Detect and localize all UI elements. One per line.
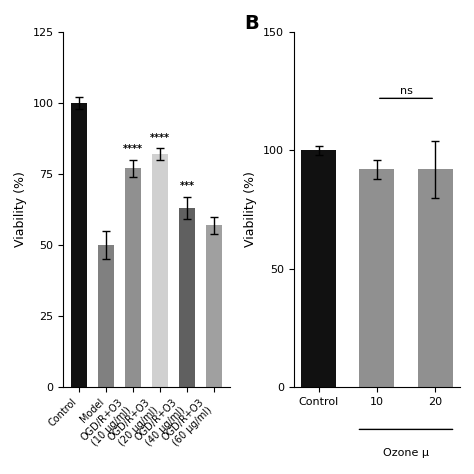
Bar: [71, 103, 87, 387]
Text: B: B: [244, 14, 258, 33]
Text: ns: ns: [400, 86, 412, 96]
Bar: [152, 154, 168, 387]
Bar: [179, 208, 195, 387]
Text: ****: ****: [123, 144, 143, 154]
Bar: [359, 169, 394, 387]
Bar: [301, 150, 336, 387]
Text: ***: ***: [180, 181, 194, 191]
Bar: [125, 168, 141, 387]
Bar: [98, 245, 114, 387]
Y-axis label: Viability (%): Viability (%): [245, 172, 257, 247]
Bar: [418, 169, 453, 387]
Y-axis label: Viability (%): Viability (%): [14, 172, 27, 247]
Bar: [206, 225, 222, 387]
Text: Ozone μ: Ozone μ: [383, 448, 429, 458]
Text: ****: ****: [150, 133, 170, 143]
